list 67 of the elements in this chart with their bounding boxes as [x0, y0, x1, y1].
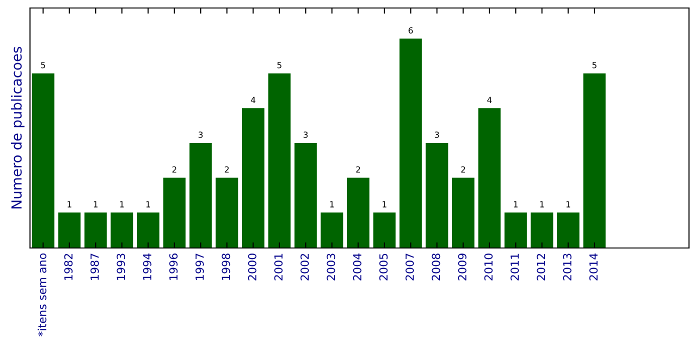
x-tick-label: 2013	[563, 254, 572, 280]
x-tick-label: 1997	[195, 254, 204, 280]
bar	[84, 212, 107, 248]
data-label: 5	[277, 62, 282, 68]
x-tick-label: 2014	[589, 253, 598, 280]
bar	[320, 212, 344, 248]
x-tick-label: 1993	[116, 254, 126, 280]
x-tick-label: 2002	[300, 254, 309, 280]
data-label: 1	[146, 201, 150, 208]
x-tick-label: 1996	[169, 254, 178, 280]
data-label: 5	[41, 62, 46, 68]
bar	[478, 108, 501, 248]
data-label: 1	[330, 201, 334, 208]
x-tick-label: 2011	[510, 254, 519, 280]
data-label: 4	[250, 96, 256, 103]
data-label: 1	[68, 201, 72, 208]
data-label: 2	[172, 166, 176, 173]
data-label: 1	[94, 201, 98, 208]
x-tick-label: 1998	[222, 254, 230, 280]
bar	[189, 142, 212, 248]
data-label: 5	[592, 62, 596, 68]
bar	[400, 38, 422, 248]
x-tick-label: 2007	[406, 254, 414, 280]
x-tick-label: 2003	[326, 254, 336, 280]
data-label: 1	[514, 201, 518, 208]
bar	[294, 142, 317, 248]
bar	[136, 212, 160, 248]
data-label: 4	[487, 96, 492, 103]
x-tick-label: 2001	[274, 254, 283, 280]
bar	[32, 73, 54, 248]
data-label: 2	[461, 166, 466, 173]
bar	[346, 178, 370, 248]
data-label: 3	[198, 132, 203, 138]
x-tick-label: 1994	[142, 253, 152, 280]
x-tick-label: 2012	[536, 254, 546, 280]
x-tick-label: 2004	[353, 253, 362, 280]
bar	[58, 212, 81, 248]
bar	[242, 108, 264, 248]
y-axis-title: Numero de publicacoes	[11, 46, 24, 208]
x-tick-label: 2010	[484, 254, 493, 280]
x-tick-label: 2008	[432, 254, 440, 280]
bar	[268, 73, 291, 248]
data-label: 1	[382, 201, 386, 208]
bar	[110, 212, 134, 248]
bar	[530, 212, 554, 248]
bar	[557, 212, 580, 248]
x-tick-label: 1987	[90, 254, 99, 280]
x-tick-label: 2009	[458, 254, 466, 280]
bar	[504, 212, 527, 248]
bar	[426, 142, 448, 248]
data-label: 1	[120, 201, 124, 208]
data-label: 3	[304, 132, 308, 138]
bar	[163, 178, 186, 248]
bar	[583, 73, 606, 248]
data-label: 1	[540, 201, 544, 208]
data-label: 6	[408, 27, 413, 34]
bar	[452, 178, 474, 248]
x-tick-label: 1982	[64, 254, 73, 280]
bar	[216, 178, 238, 248]
x-tick-label: 2005	[379, 254, 388, 280]
x-tick-label: 2000	[248, 254, 256, 280]
x-tick-label: *itens sem ano	[38, 253, 46, 336]
data-label: 2	[356, 166, 360, 173]
data-label: 2	[224, 166, 229, 173]
bar	[373, 212, 396, 248]
data-label: 1	[566, 201, 570, 208]
data-label: 3	[434, 132, 439, 138]
